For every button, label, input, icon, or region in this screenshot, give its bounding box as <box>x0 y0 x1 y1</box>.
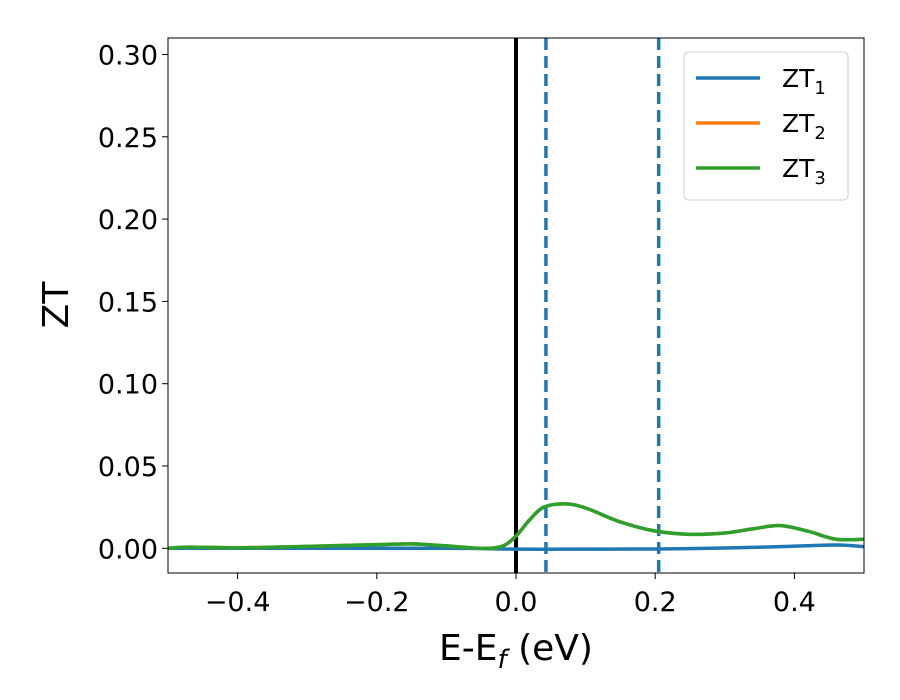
legend-label-zt1: ZT1 <box>782 64 826 99</box>
x-axis-label-suffix: (eV) <box>507 628 593 669</box>
y-tick-label: 0.20 <box>98 205 158 236</box>
x-tick-label: 0.4 <box>773 587 816 618</box>
x-tick-label: −0.4 <box>205 587 271 618</box>
x-tick-label: 0.0 <box>495 587 538 618</box>
legend-label-zt3: ZT3 <box>782 154 826 189</box>
y-tick-label: 0.05 <box>98 452 158 483</box>
x-axis-label-base: E-E <box>439 628 497 669</box>
y-tick-label: 0.15 <box>98 287 158 318</box>
vertical-lines <box>514 38 661 573</box>
series-line-zt3 <box>168 502 864 551</box>
legend: ZT1 ZT2 ZT3 <box>683 51 849 201</box>
y-axis-ticks: 0.00 0.05 0.10 0.15 0.20 0.25 0.30 <box>98 40 168 565</box>
series-lines <box>168 502 864 551</box>
legend-label-zt2: ZT2 <box>782 109 826 144</box>
legend-box <box>683 51 849 201</box>
x-axis-label: E-Ef (eV) <box>439 628 593 675</box>
y-tick-label: 0.00 <box>98 534 158 565</box>
x-tick-label: 0.2 <box>634 587 677 618</box>
y-tick-label: 0.25 <box>98 123 158 154</box>
x-tick-label: −0.2 <box>344 587 410 618</box>
y-axis-label: ZT <box>36 281 77 329</box>
y-tick-label: 0.10 <box>98 370 158 401</box>
series-line-zt1 <box>168 543 864 551</box>
x-axis-ticks: −0.4 −0.2 0.0 0.2 0.4 <box>205 573 816 618</box>
y-tick-label: 0.30 <box>98 40 158 71</box>
